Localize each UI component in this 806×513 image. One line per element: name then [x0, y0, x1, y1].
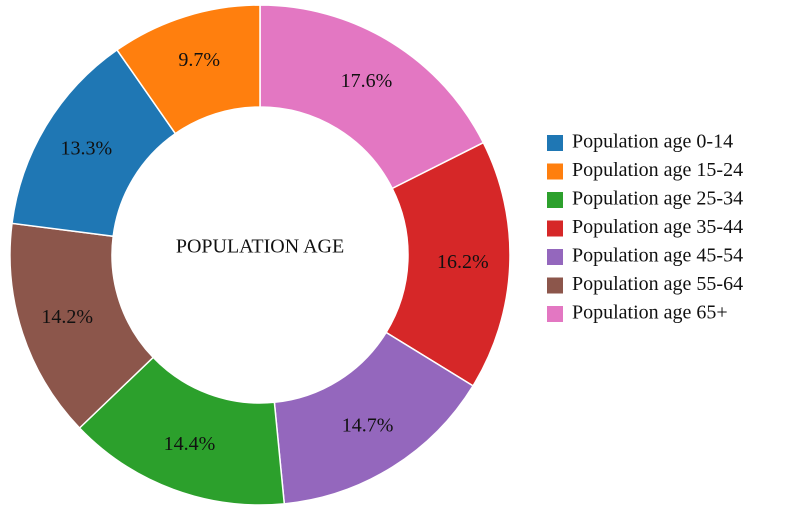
legend-swatch: [547, 306, 563, 322]
legend-swatch: [547, 277, 563, 294]
slice: [385, 141, 511, 387]
value-label: 9.7%: [178, 49, 220, 71]
legend-label: Population age 65+: [572, 302, 728, 324]
chart-title: POPULATION AGE: [176, 236, 344, 258]
legend-label: Population age 25-34: [572, 188, 743, 210]
legend-swatch: [547, 192, 563, 208]
value-label: 16.2%: [437, 251, 489, 273]
value-label: 13.3%: [61, 137, 113, 159]
legend-label: Population age 55-64: [572, 273, 743, 295]
legend-swatch: [547, 220, 563, 237]
legend-label: Population age 0-14: [572, 131, 733, 153]
legend-swatch: [547, 163, 563, 180]
legend-label: Population age 15-24: [572, 159, 743, 181]
legend-swatch: [547, 135, 563, 151]
slice: [115, 4, 261, 135]
value-label: 14.7%: [342, 415, 394, 437]
legend-swatch: [547, 249, 563, 265]
value-label: 17.6%: [341, 70, 393, 92]
value-label: 14.2%: [41, 306, 93, 328]
legend-label: Population age 35-44: [572, 216, 743, 238]
value-label: 14.4%: [164, 433, 216, 455]
legend-label: Population age 45-54: [572, 245, 743, 267]
